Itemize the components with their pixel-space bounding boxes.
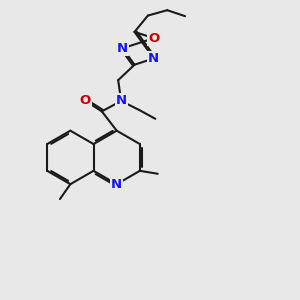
Text: O: O <box>80 94 91 107</box>
Text: N: N <box>116 94 127 107</box>
Text: N: N <box>111 178 122 191</box>
Text: N: N <box>117 42 128 55</box>
Text: O: O <box>148 32 159 45</box>
Text: N: N <box>148 52 159 65</box>
